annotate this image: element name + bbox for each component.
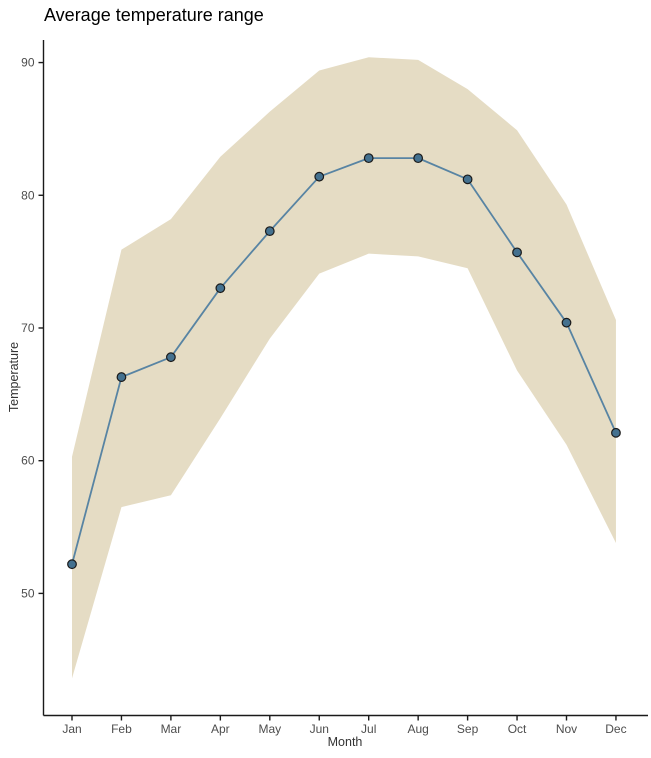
x-tick-label-Sep: Sep [457,722,479,736]
chart-title: Average temperature range [44,5,264,25]
data-point-Jun [314,171,325,182]
y-tick-label-80: 80 [21,188,35,202]
data-point-Apr [215,283,226,294]
data-point-Feb [116,372,127,382]
data-point-Jan [67,559,77,570]
temperature-band [72,57,616,679]
x-tick-label-Feb: Feb [111,722,132,736]
x-tick-label-Jun: Jun [310,722,329,736]
data-point-Mar [165,352,176,363]
x-tick-label-Aug: Aug [407,722,428,736]
y-tick-label-70: 70 [21,321,35,335]
y-tick-label-90: 90 [21,56,35,70]
y-tick-label-50: 50 [21,586,35,600]
x-tick-label-Dec: Dec [605,722,626,736]
y-axis-title: Temperature [7,342,21,412]
data-point-Jul [363,153,374,164]
data-point-Oct [512,247,522,258]
data-point-Nov [561,317,572,328]
y-tick-label-60: 60 [21,454,35,468]
x-tick-label-May: May [258,722,281,736]
x-tick-label-Apr: Apr [211,722,230,736]
plot-area: 50 60 70 80 90 Jan Feb Mar Apr May Jun Jul Aug Sep Oct… [21,40,648,736]
data-point-Aug [413,153,424,164]
mean-line [71,157,617,565]
data-point-Dec [611,427,621,438]
x-axis-title: Month [328,735,363,749]
x-tick-label-Nov: Nov [556,722,577,736]
x-tick-label-Mar: Mar [161,722,182,736]
x-tick-label-Jul: Jul [361,722,376,736]
x-tick-label-Jan: Jan [62,722,81,736]
x-tick-label-Oct: Oct [508,722,527,736]
data-point-Sep [462,174,473,185]
data-point-May [264,226,275,237]
